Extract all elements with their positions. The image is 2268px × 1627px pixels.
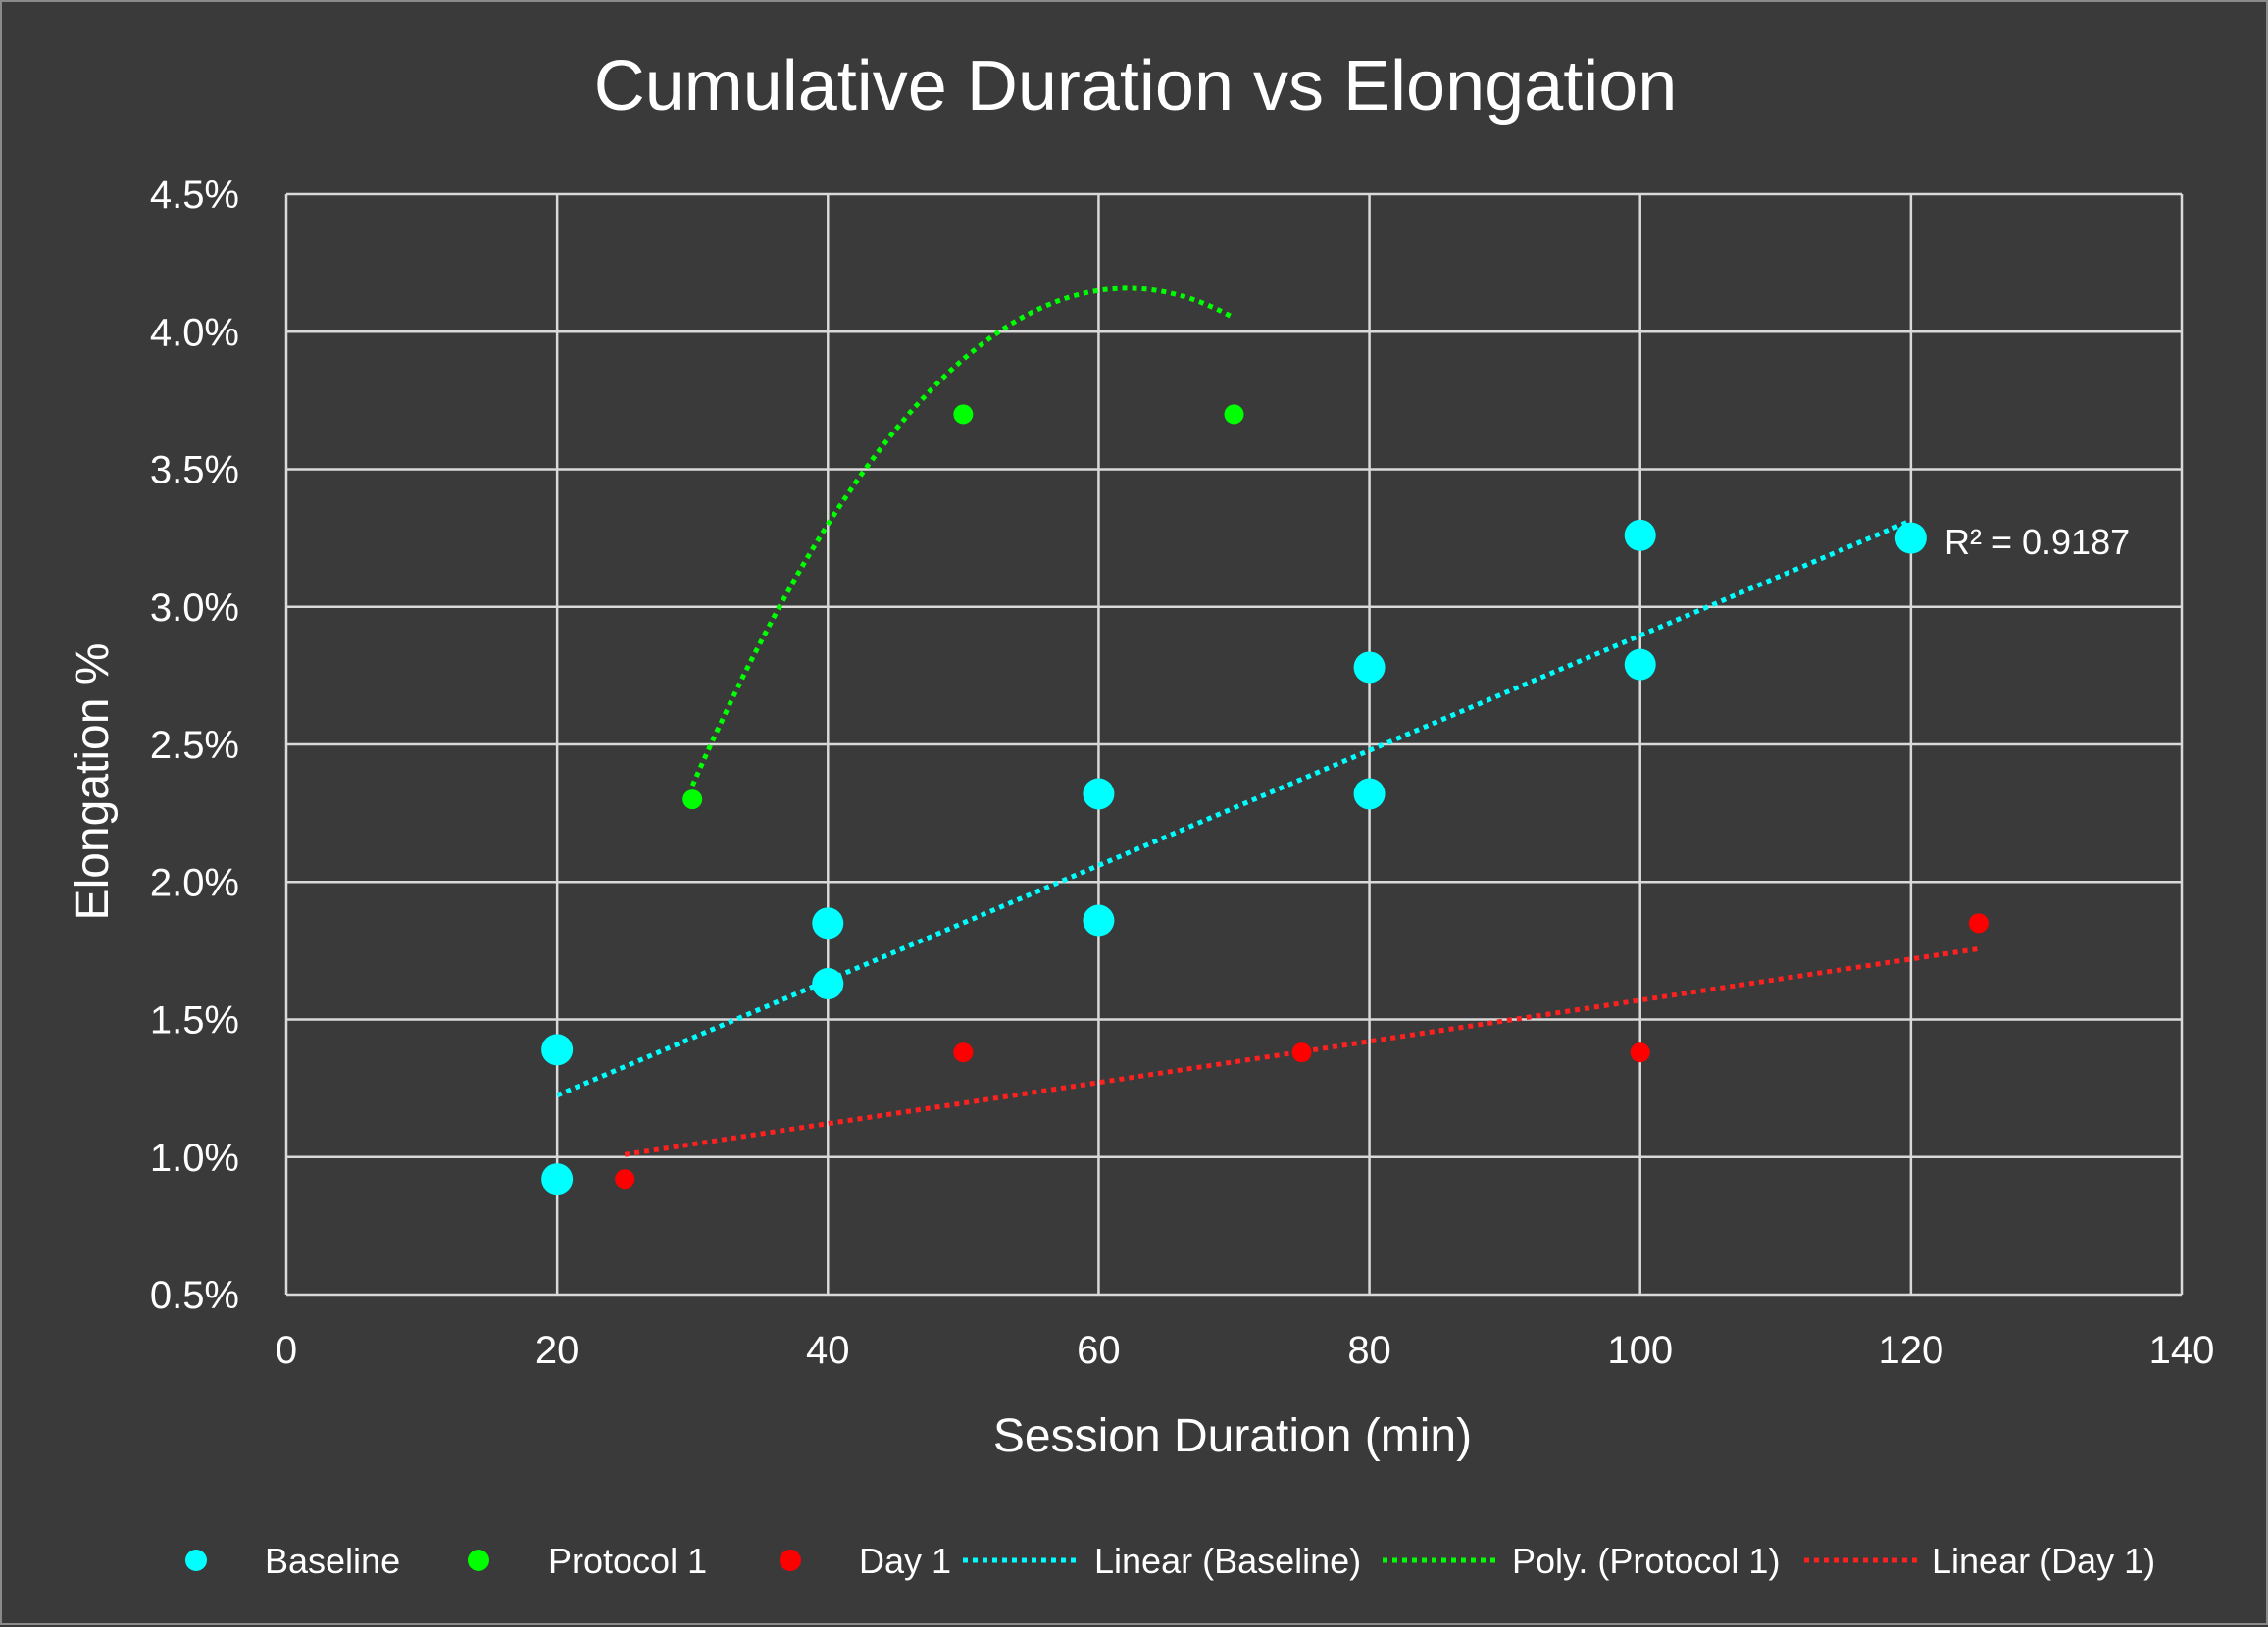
y-tick-label: 4.0%	[150, 311, 239, 354]
data-point-baseline	[1353, 651, 1386, 684]
y-tick-label: 0.5%	[150, 1274, 239, 1317]
chart-title: Cumulative Duration vs Elongation	[594, 47, 1678, 126]
legend-label: Baseline	[265, 1541, 400, 1581]
trendline-layer	[556, 285, 1980, 1157]
x-axis-tick-labels: 0 20 40 60 80 100 120 140	[276, 1329, 2215, 1372]
grid-layer	[284, 192, 2184, 1297]
data-point-protocol-1	[953, 404, 974, 425]
data-point-baseline	[541, 1034, 574, 1066]
r-squared-label: R² = 0.9187	[1944, 522, 2130, 562]
data-point-baseline	[1894, 522, 1927, 554]
legend-label: Poly. (Protocol 1)	[1512, 1541, 1780, 1581]
data-point-day-1	[953, 1042, 974, 1063]
trendline-poly-protocol-1	[689, 285, 1235, 788]
x-tick-label: 80	[1347, 1329, 1391, 1372]
legend-label: Linear (Day 1)	[1932, 1541, 2155, 1581]
legend-label: Protocol 1	[548, 1541, 707, 1581]
x-tick-label: 100	[1607, 1329, 1673, 1372]
x-tick-label: 20	[535, 1329, 580, 1372]
data-point-baseline	[1624, 519, 1656, 551]
trendline-linear-day-1	[624, 945, 1980, 1157]
y-tick-label: 2.5%	[150, 724, 239, 767]
y-tick-label: 3.5%	[150, 449, 239, 492]
data-point-baseline	[1624, 648, 1656, 681]
y-tick-label: 3.0%	[150, 586, 239, 630]
y-tick-label: 1.0%	[150, 1137, 239, 1180]
data-point-baseline	[1083, 778, 1115, 810]
data-point-baseline	[812, 968, 844, 1000]
y-tick-label: 2.0%	[150, 861, 239, 904]
y-axis-title: Elongation %	[67, 643, 119, 921]
legend-marker-baseline	[185, 1550, 207, 1571]
y-tick-label: 1.5%	[150, 999, 239, 1042]
x-tick-label: 40	[806, 1329, 850, 1372]
data-point-baseline	[812, 907, 844, 940]
x-axis-title: Session Duration (min)	[993, 1410, 1472, 1462]
x-tick-label: 140	[2149, 1329, 2215, 1372]
legend-label: Linear (Baseline)	[1094, 1541, 1361, 1581]
data-point-baseline	[541, 1163, 574, 1195]
y-tick-label: 4.5%	[150, 174, 239, 217]
trendline-linear-baseline	[556, 518, 1912, 1098]
data-point-day-1	[1968, 913, 1989, 934]
x-tick-label: 120	[1878, 1329, 1943, 1372]
data-point-protocol-1	[682, 789, 703, 810]
x-tick-label: 60	[1077, 1329, 1121, 1372]
legend-label: Day 1	[859, 1541, 951, 1581]
legend-marker-day-1	[780, 1550, 801, 1571]
data-point-baseline	[1083, 904, 1115, 937]
data-point-baseline	[1353, 778, 1386, 810]
data-point-layer	[541, 404, 1989, 1195]
y-axis-tick-labels: 0.5% 1.0% 1.5% 2.0% 2.5% 3.0% 3.5% 4.0% 4.5%	[150, 174, 239, 1317]
data-point-day-1	[615, 1169, 635, 1190]
data-point-day-1	[1630, 1042, 1650, 1063]
legend: Baseline Protocol 1 Day 1 Linear (Baseline)…	[185, 1541, 2155, 1581]
data-point-protocol-1	[1224, 404, 1244, 425]
legend-marker-protocol-1	[468, 1550, 489, 1571]
x-tick-label: 0	[276, 1329, 297, 1372]
data-point-day-1	[1291, 1042, 1312, 1063]
